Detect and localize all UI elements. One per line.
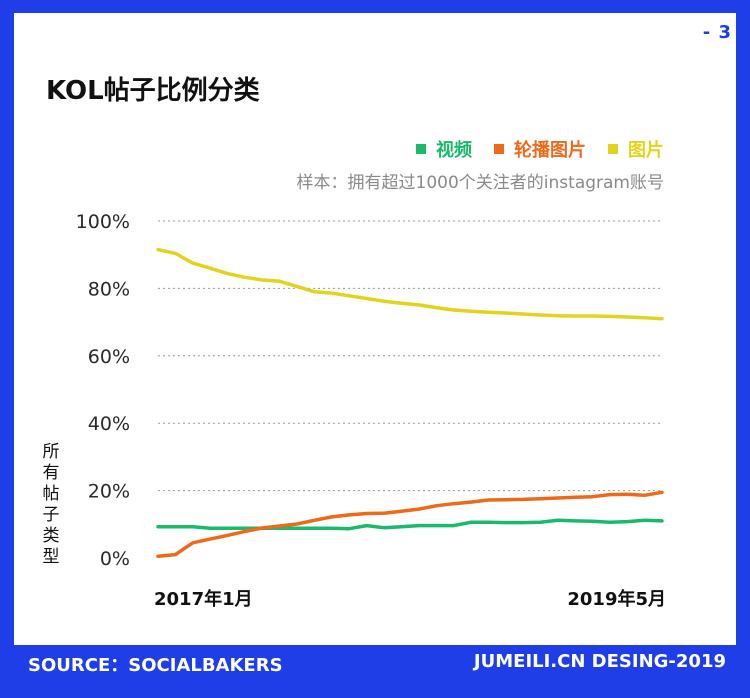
label-layer: 0% 20% 40% 60% 80% 100% 2017年1月 2019年5月 (76, 211, 666, 610)
y-tick-label: 40% (88, 413, 130, 435)
x-tick-label: 2019年5月 (567, 588, 666, 610)
chart-subtitle: 样本：拥有超过1000个关注者的instagram账号 (296, 173, 664, 193)
series-line-image (156, 247, 664, 321)
y-tick-label: 0% (100, 548, 130, 570)
legend-label-carousel: 轮播图片 (514, 140, 586, 161)
legend-swatch-carousel (494, 144, 504, 154)
y-tick-label: 80% (88, 278, 130, 300)
y-tick-label: 100% (76, 211, 130, 233)
series-line-video (156, 518, 664, 531)
page-number: - 3 (702, 22, 732, 43)
series-line-carousel (156, 490, 664, 559)
chart-title: KOL帖子比例分类 (46, 76, 260, 106)
legend-label-image: 图片 (628, 140, 664, 161)
legend-swatch-video (416, 144, 426, 154)
series-layer (156, 247, 664, 559)
chart-card (14, 13, 736, 645)
legend: 视频 轮播图片 图片 (416, 136, 664, 162)
legend-item-video: 视频 (416, 136, 472, 162)
legend-label-video: 视频 (436, 140, 472, 161)
legend-item-carousel: 轮播图片 (494, 136, 586, 162)
y-axis-label: 所有帖子类型 (42, 442, 60, 567)
y-tick-label: 20% (88, 481, 130, 503)
x-tick-label: 2017年1月 (154, 588, 253, 610)
legend-item-image: 图片 (608, 136, 664, 162)
legend-swatch-image (608, 144, 618, 154)
y-tick-label: 60% (88, 346, 130, 368)
site-credit: JUMEILI.CN DESING-2019 (473, 651, 726, 672)
grid-layer (158, 220, 662, 492)
source-credit: SOURCE：SOCIALBAKERS (28, 655, 283, 676)
